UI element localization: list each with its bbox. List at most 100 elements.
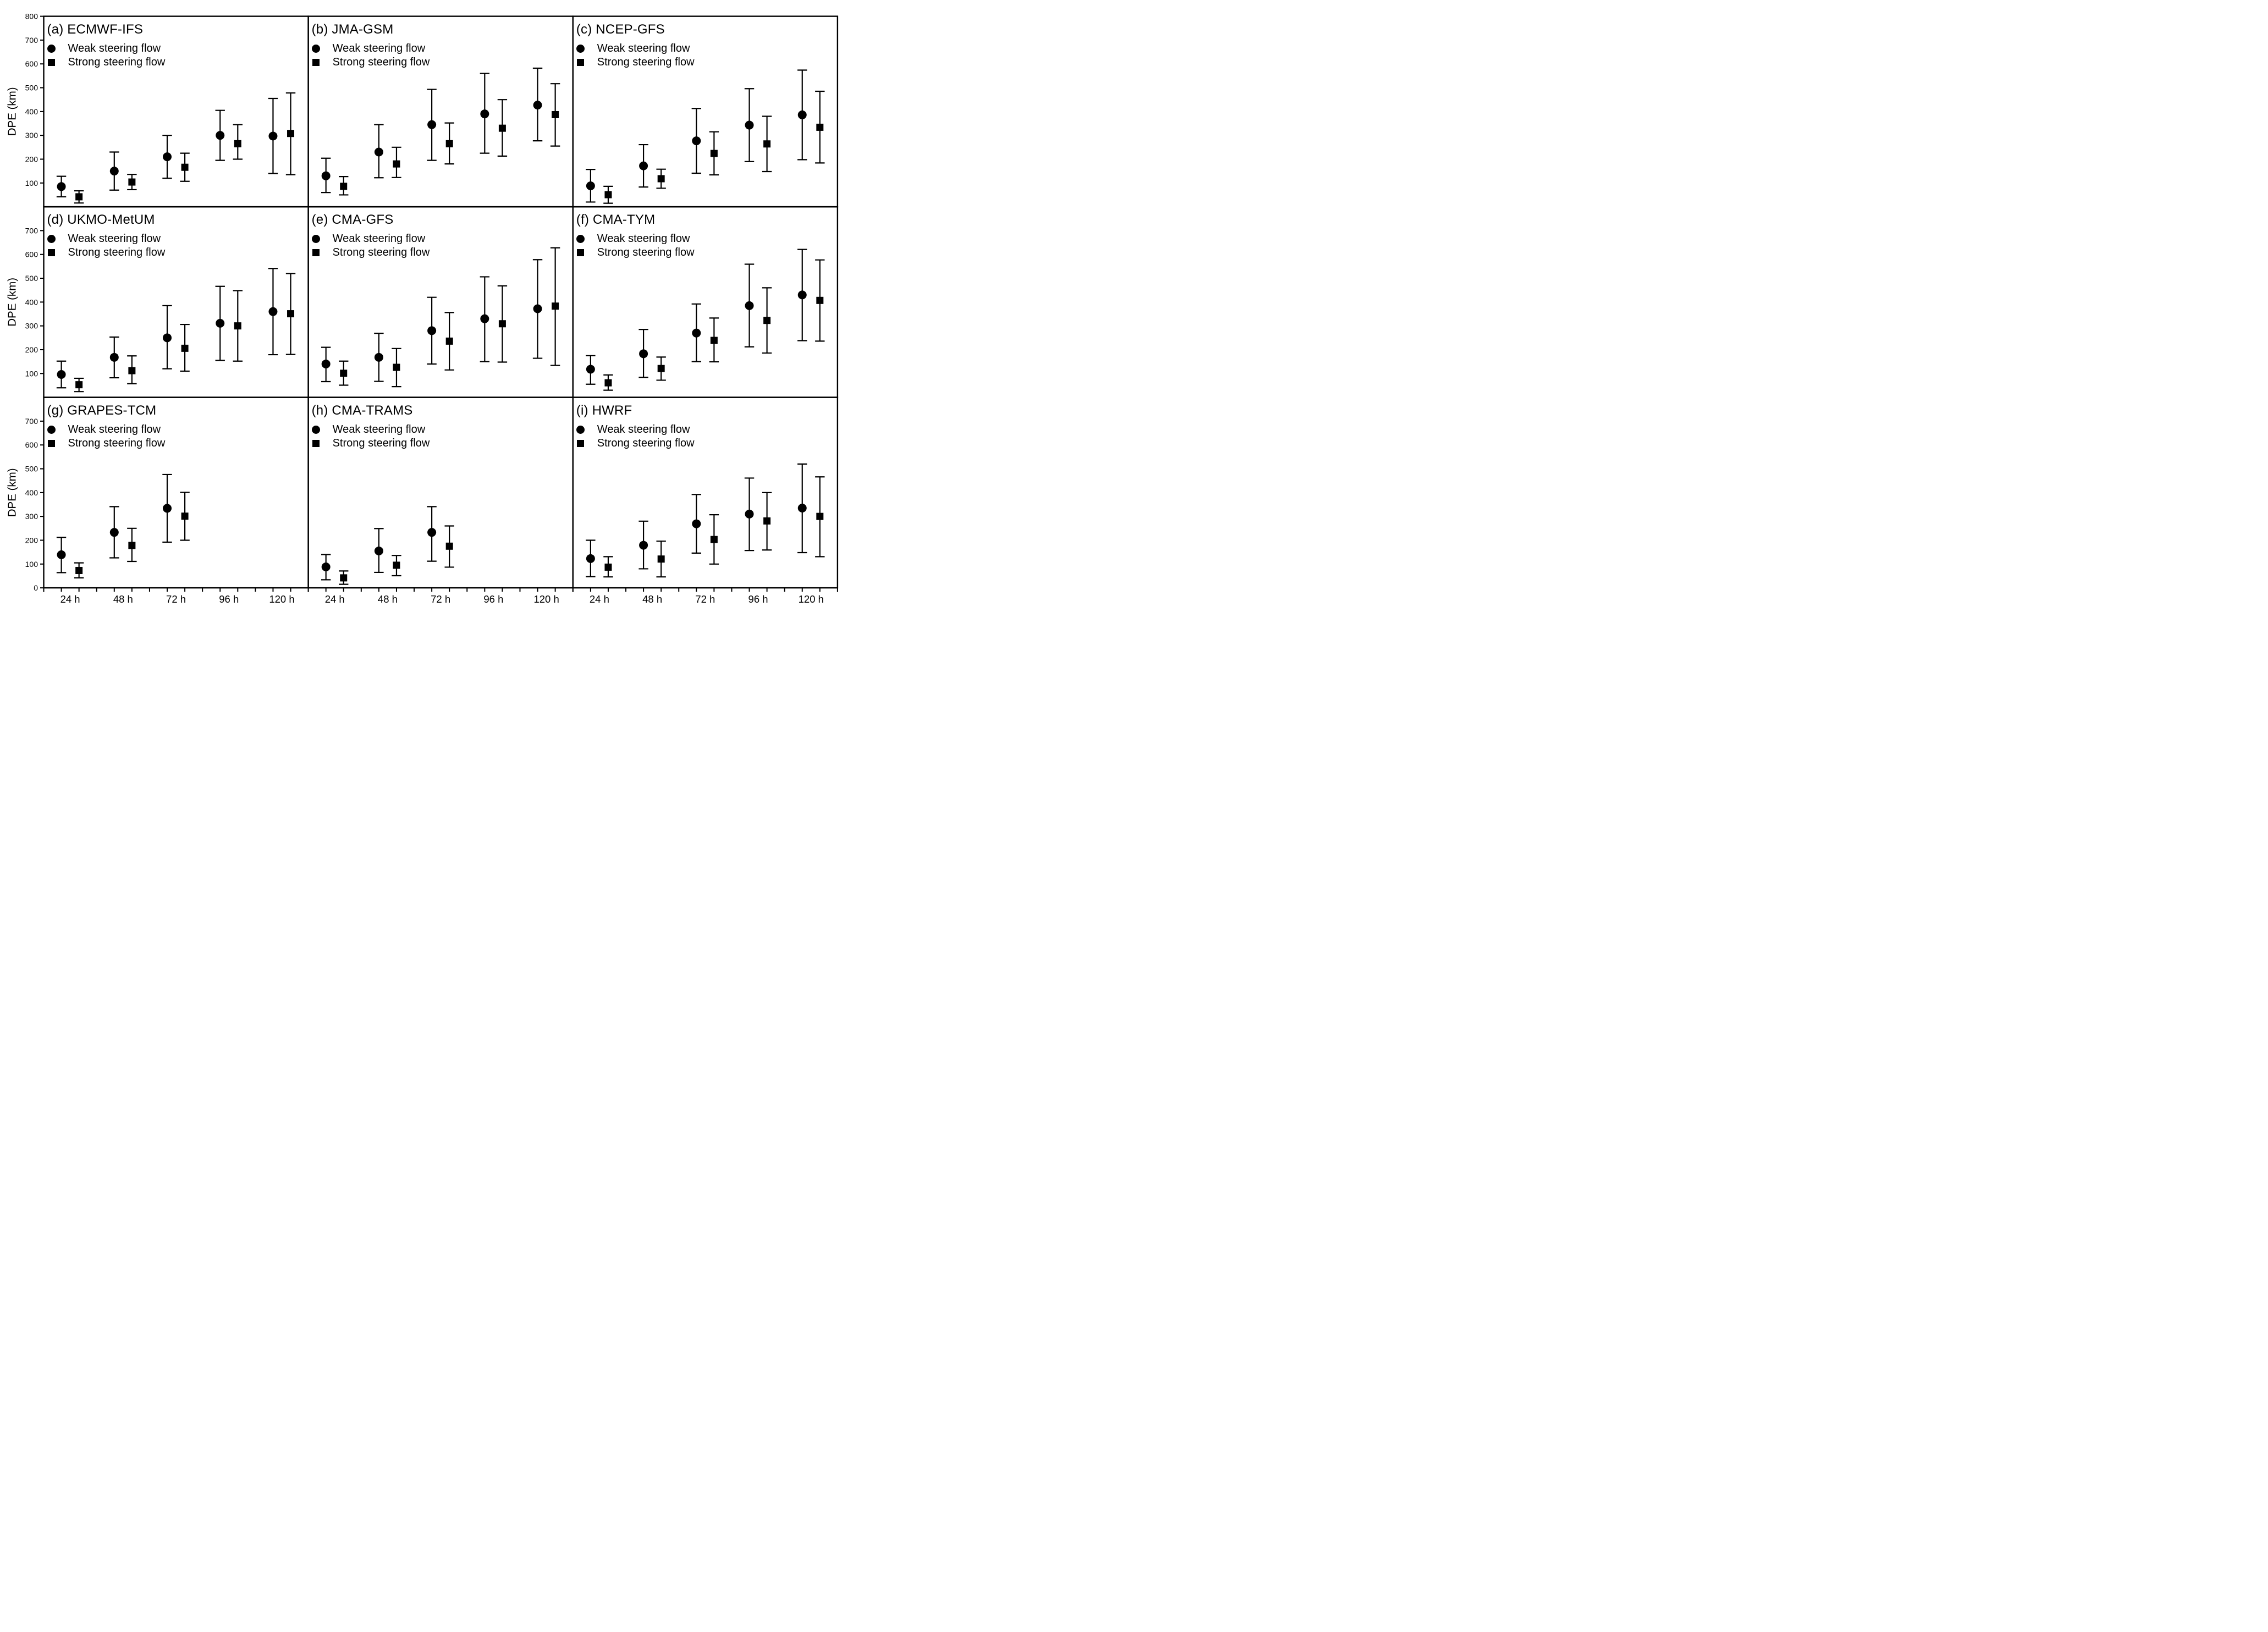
legend-row-strong: Strong steering flow bbox=[312, 437, 570, 450]
legend-label-strong: Strong steering flow bbox=[68, 437, 166, 449]
x-tick-label-72h: 72 h bbox=[431, 593, 450, 605]
legend-b: Weak steering flow Strong steering flow bbox=[312, 42, 570, 69]
figure-dpe-steering-flow: 100 200 300 400 500 600 700 800 DPE (km) 100 200 30… bbox=[0, 0, 850, 612]
marker-square-f-48h bbox=[657, 365, 665, 372]
marker-square-f-24h bbox=[604, 379, 612, 387]
marker-square-e-24h bbox=[340, 370, 348, 377]
marker-circle-e-96h bbox=[480, 314, 489, 323]
marker-circle-i-24h bbox=[586, 554, 595, 563]
marker-circle-g-72h bbox=[163, 504, 172, 513]
x-tick-label-72h: 72 h bbox=[695, 593, 715, 605]
panel-head-h: (h) CMA-TRAMS Weak steering flow Strong … bbox=[312, 403, 570, 450]
marker-circle-f-96h bbox=[745, 301, 754, 310]
marker-square-g-72h bbox=[181, 512, 189, 520]
marker-circle-d-120h bbox=[268, 307, 278, 316]
marker-square-b-120h bbox=[552, 111, 559, 118]
marker-square-d-96h bbox=[234, 322, 241, 330]
legend-a: Weak steering flow Strong steering flow bbox=[47, 42, 305, 69]
legend-row-weak: Weak steering flow bbox=[576, 42, 834, 56]
marker-square-a-120h bbox=[287, 130, 295, 137]
x-tick-label-48h: 48 h bbox=[642, 593, 662, 605]
legend-row-strong: Strong steering flow bbox=[47, 437, 305, 450]
legend-label-weak: Weak steering flow bbox=[68, 42, 161, 54]
marker-square-h-24h bbox=[340, 574, 348, 582]
marker-square-i-24h bbox=[604, 563, 612, 571]
strong-steering-square-icon bbox=[48, 439, 55, 447]
marker-circle-f-24h bbox=[586, 365, 595, 374]
legend-h: Weak steering flow Strong steering flow bbox=[312, 423, 570, 450]
y-tick-label-600: 600 bbox=[25, 250, 38, 259]
legend-row-weak: Weak steering flow bbox=[47, 423, 305, 437]
y-tick-label-200: 200 bbox=[25, 536, 38, 544]
marker-square-d-24h bbox=[75, 381, 83, 389]
strong-steering-square-icon bbox=[577, 249, 585, 257]
panel-head-c: (c) NCEP-GFS Weak steering flow Strong s… bbox=[576, 22, 834, 69]
x-tick-label-96h: 96 h bbox=[483, 593, 503, 605]
y-axis-label: DPE (km) bbox=[6, 87, 19, 136]
panel-title-a: (a) ECMWF-IFS bbox=[47, 21, 144, 37]
strong-steering-square-icon bbox=[312, 249, 320, 257]
x-tick-label-120h: 120 h bbox=[269, 593, 294, 605]
marker-square-a-96h bbox=[234, 140, 241, 147]
marker-circle-c-72h bbox=[692, 136, 701, 146]
y-tick-label-300: 300 bbox=[25, 512, 38, 521]
panel-head-d: (d) UKMO-MetUM Weak steering flow Strong… bbox=[47, 212, 305, 260]
panel-title-h: (h) CMA-TRAMS bbox=[311, 403, 413, 418]
marker-square-i-120h bbox=[816, 512, 824, 520]
marker-circle-c-48h bbox=[639, 161, 648, 170]
y-tick-label-400: 400 bbox=[25, 488, 38, 497]
marker-circle-e-120h bbox=[533, 304, 542, 313]
panel-head-b: (b) JMA-GSM Weak steering flow Strong st… bbox=[312, 22, 570, 69]
marker-square-b-48h bbox=[393, 160, 400, 168]
legend-label-strong: Strong steering flow bbox=[332, 437, 430, 449]
legend-e: Weak steering flow Strong steering flow bbox=[312, 232, 570, 260]
weak-steering-circle-icon bbox=[47, 235, 56, 244]
marker-circle-a-120h bbox=[268, 131, 278, 141]
marker-square-a-48h bbox=[128, 178, 136, 186]
marker-circle-b-120h bbox=[533, 101, 542, 110]
y-axis-label: DPE (km) bbox=[6, 278, 19, 327]
marker-square-e-72h bbox=[445, 337, 453, 345]
marker-square-h-48h bbox=[393, 561, 400, 569]
legend-c: Weak steering flow Strong steering flow bbox=[576, 42, 834, 69]
x-tick-label-24h: 24 h bbox=[60, 593, 80, 605]
marker-circle-i-120h bbox=[797, 504, 807, 513]
marker-square-a-24h bbox=[75, 193, 83, 201]
legend-row-strong: Strong steering flow bbox=[312, 56, 570, 69]
legend-row-weak: Weak steering flow bbox=[47, 42, 305, 56]
marker-circle-a-72h bbox=[163, 152, 172, 162]
y-tick-label-300: 300 bbox=[25, 322, 38, 330]
marker-circle-a-24h bbox=[57, 182, 66, 191]
y-tick-label-200: 200 bbox=[25, 155, 38, 163]
legend-g: Weak steering flow Strong steering flow bbox=[47, 423, 305, 450]
legend-label-strong: Strong steering flow bbox=[597, 56, 695, 68]
weak-steering-circle-icon bbox=[47, 44, 56, 53]
x-tick-label-120h: 120 h bbox=[799, 593, 824, 605]
legend-row-weak: Weak steering flow bbox=[47, 232, 305, 246]
y-tick-label-600: 600 bbox=[25, 59, 38, 68]
marker-circle-c-24h bbox=[586, 181, 595, 190]
legend-row-weak: Weak steering flow bbox=[576, 232, 834, 246]
strong-steering-square-icon bbox=[48, 58, 55, 66]
marker-circle-b-48h bbox=[374, 147, 383, 157]
marker-circle-c-96h bbox=[745, 120, 754, 130]
marker-square-i-48h bbox=[657, 555, 665, 563]
legend-row-weak: Weak steering flow bbox=[312, 423, 570, 437]
marker-circle-i-72h bbox=[692, 519, 701, 528]
marker-square-d-48h bbox=[128, 367, 136, 374]
marker-circle-e-48h bbox=[374, 352, 383, 362]
panel-head-i: (i) HWRF Weak steering flow Strong steer… bbox=[576, 403, 834, 450]
marker-square-c-48h bbox=[657, 175, 665, 183]
marker-square-e-120h bbox=[552, 302, 559, 310]
strong-steering-square-icon bbox=[48, 249, 55, 257]
marker-circle-i-48h bbox=[639, 541, 648, 550]
marker-circle-e-72h bbox=[427, 326, 437, 335]
x-tick-label-96h: 96 h bbox=[219, 593, 239, 605]
weak-steering-circle-icon bbox=[312, 235, 321, 244]
legend-label-weak: Weak steering flow bbox=[332, 42, 426, 54]
legend-row-strong: Strong steering flow bbox=[47, 246, 305, 260]
legend-label-weak: Weak steering flow bbox=[332, 233, 426, 245]
x-tick-label-48h: 48 h bbox=[378, 593, 398, 605]
marker-circle-d-24h bbox=[57, 370, 66, 379]
marker-circle-h-24h bbox=[321, 562, 331, 571]
